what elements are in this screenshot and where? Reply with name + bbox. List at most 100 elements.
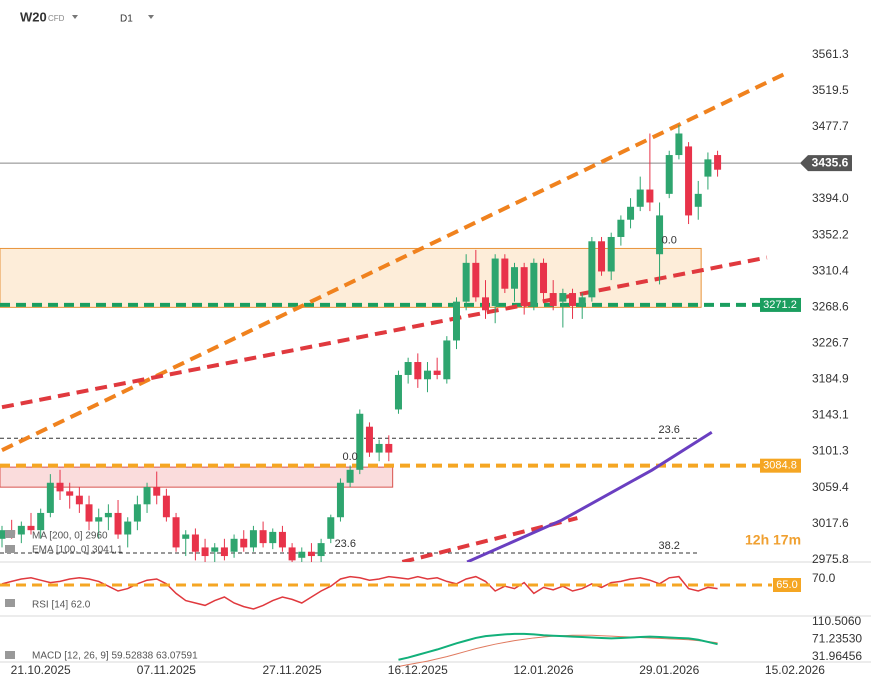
candle-body — [317, 543, 325, 557]
rsi-level-label: 65.0 — [776, 579, 797, 591]
candle-body — [685, 146, 693, 216]
indicator-label: EMA [100, 0] 3041.1 — [32, 545, 123, 556]
legend-icon[interactable] — [5, 530, 15, 538]
y-tick-label: 3477.7 — [812, 119, 849, 133]
x-tick-label: 16.12.2025 — [388, 663, 448, 677]
indicator-panels — [0, 575, 772, 667]
candle-body — [133, 504, 141, 522]
candle-body — [656, 215, 664, 255]
candle-body — [298, 551, 306, 558]
candle-body — [472, 262, 480, 298]
candle-body — [336, 482, 344, 518]
candle-body — [385, 443, 393, 453]
x-tick-label: 15.02.2026 — [765, 663, 825, 677]
candle-body — [269, 531, 277, 544]
candle-body — [220, 547, 228, 557]
x-tick-label: 12.01.2026 — [513, 663, 573, 677]
indicator-label: MA [200, 0] 2960 — [32, 531, 108, 542]
y-tick-label: 3394.0 — [812, 191, 849, 205]
y-tick-label: 3184.9 — [812, 372, 849, 386]
candle-body — [482, 297, 489, 311]
level-label: 3271.2 — [763, 299, 797, 311]
candle-body — [675, 133, 683, 156]
macd-label: MACD [12, 26, 9] 59.52838 63.07591 — [32, 651, 198, 662]
candle-body — [56, 482, 64, 492]
level-box — [760, 297, 801, 312]
macd-line — [398, 632, 718, 661]
y-tick-label: 3017.6 — [812, 516, 849, 530]
candle-body — [636, 189, 644, 207]
candle-body — [278, 531, 286, 548]
candle-body — [617, 219, 625, 237]
x-tick-label: 27.11.2025 — [263, 663, 322, 677]
candle-body — [143, 487, 151, 505]
candle-body — [182, 534, 190, 539]
legend-icon[interactable] — [5, 545, 15, 553]
candle-body — [240, 538, 248, 548]
dropdown-arrow[interactable] — [148, 15, 154, 19]
candle-body — [124, 521, 132, 535]
price-panel — [0, 70, 800, 562]
y-tick-label: 3268.6 — [812, 299, 849, 313]
candle-body — [433, 370, 441, 375]
legend-icon[interactable] — [5, 599, 15, 607]
candle-body — [704, 159, 712, 177]
candle-body — [346, 469, 354, 483]
candle-body — [307, 551, 315, 557]
candle-body — [191, 534, 199, 552]
candle-body — [162, 495, 170, 518]
timer: 12h 17m — [745, 532, 801, 548]
candle-body — [443, 340, 451, 380]
symbol[interactable]: W20 — [20, 9, 47, 24]
last-price-label: 3435.6 — [812, 155, 849, 169]
candle-body — [356, 413, 364, 470]
candle-body — [714, 155, 722, 170]
macd-tick-label: 110.5060 — [812, 614, 861, 628]
candle-body — [153, 487, 161, 496]
dropdown-arrow[interactable] — [72, 15, 78, 19]
candle-body — [394, 374, 402, 410]
candle-body — [598, 241, 606, 272]
y-tick-label: 3561.3 — [812, 47, 849, 61]
candle-body — [530, 262, 538, 306]
candle-body — [694, 193, 702, 207]
candle-body — [375, 443, 383, 453]
candle-body — [230, 538, 238, 552]
x-tick-label: 21.10.2025 — [11, 663, 71, 677]
legend-icon[interactable] — [5, 651, 15, 659]
candle-body — [491, 258, 499, 306]
trend-line — [1, 70, 789, 452]
candle-body — [46, 482, 54, 513]
candle-body — [104, 512, 112, 518]
timeframe[interactable]: D1 — [120, 14, 133, 25]
labels: 3561.3 3519.5 3477.7 3394.0 3352.2 3310.4 3268… — [11, 47, 863, 677]
candle-body — [75, 495, 83, 505]
candle-body — [17, 525, 25, 535]
candle-body — [607, 236, 615, 272]
candle-body — [414, 362, 422, 380]
candle-body — [95, 517, 103, 522]
candle-body — [114, 512, 122, 535]
y-tick-label: 3310.4 — [812, 263, 849, 277]
y-tick-label: 3143.1 — [812, 408, 849, 422]
level-box — [760, 458, 801, 473]
candle-body — [452, 301, 460, 341]
trend-line — [401, 516, 578, 562]
candle-body — [665, 155, 673, 194]
candle-body — [501, 258, 509, 289]
trend-line — [466, 430, 713, 562]
candle-body — [249, 530, 257, 548]
candle-body — [365, 426, 373, 453]
candle-body — [66, 491, 74, 496]
candle-body — [559, 293, 567, 302]
candle-body — [511, 267, 519, 289]
legend-icons — [5, 530, 15, 659]
candle-body — [578, 297, 586, 306]
zone — [0, 247, 702, 308]
candle-body — [646, 189, 654, 203]
fib-label: 0.0 — [342, 451, 357, 463]
candle-body — [327, 517, 335, 539]
candle-body — [569, 293, 577, 306]
